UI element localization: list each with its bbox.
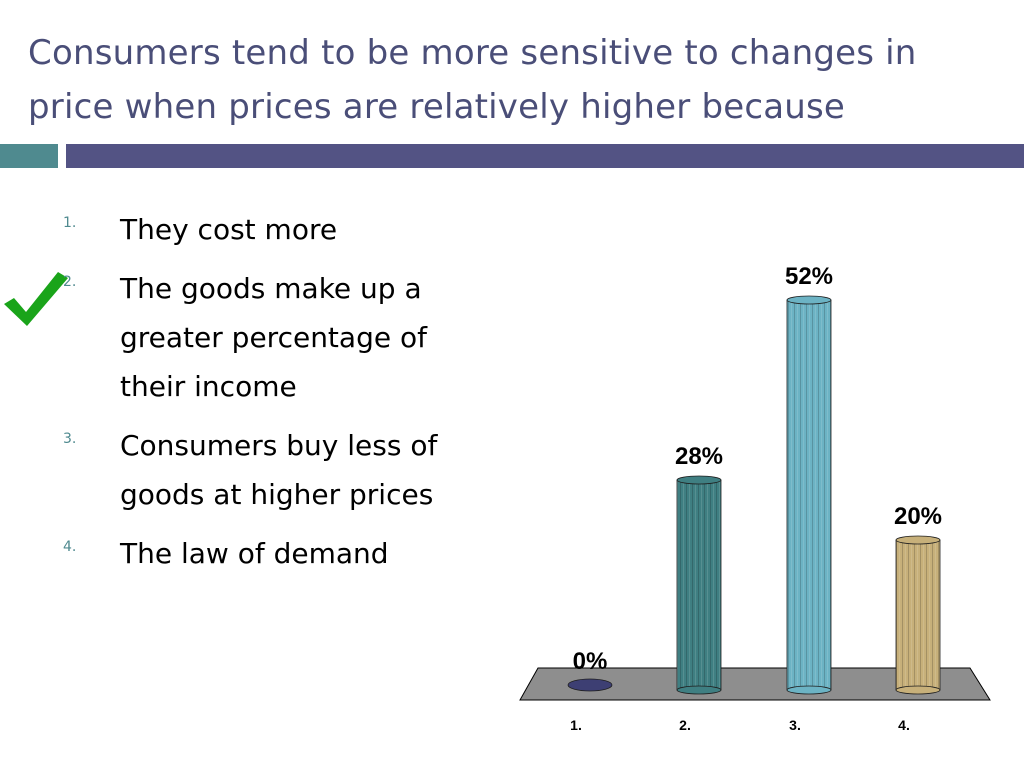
bar-1 bbox=[567, 678, 613, 692]
slide-title: Consumers tend to be more sensitive to c… bbox=[28, 33, 917, 127]
option-1: 1. They cost more bbox=[0, 205, 520, 254]
title-rule-bar bbox=[66, 144, 1024, 168]
title-rule-accent bbox=[0, 144, 58, 168]
data-labels-group: 0% 28% 52% 20% bbox=[573, 263, 942, 675]
x-tick-2: 2. bbox=[679, 717, 691, 733]
x-tick-1: 1. bbox=[570, 717, 582, 733]
results-bar-chart: 0% 28% 52% 20% 1. 2. 3. 4. bbox=[519, 263, 991, 733]
bar-2 bbox=[676, 475, 722, 695]
option-2: 2. The goods make up a greater percentag… bbox=[0, 264, 520, 411]
option-text: Consumers buy less of goods at higher pr… bbox=[120, 429, 438, 511]
option-number: 2. bbox=[63, 274, 77, 290]
data-label-3: 52% bbox=[785, 263, 833, 290]
x-tick-3: 3. bbox=[789, 717, 801, 733]
data-label-4: 20% bbox=[894, 503, 942, 530]
option-number: 4. bbox=[63, 539, 77, 555]
data-label-1: 0% bbox=[573, 648, 608, 675]
data-label-2: 28% bbox=[675, 443, 723, 470]
check-icon bbox=[4, 272, 68, 326]
option-number: 1. bbox=[63, 215, 77, 231]
x-tick-4: 4. bbox=[898, 717, 910, 733]
answer-options: 1. They cost more 2. The goods make up a… bbox=[0, 205, 520, 588]
option-number: 3. bbox=[63, 431, 77, 447]
x-axis-ticks: 1. 2. 3. 4. bbox=[570, 717, 910, 733]
option-3: 3. Consumers buy less of goods at higher… bbox=[0, 421, 520, 519]
bar-3 bbox=[786, 295, 832, 695]
option-text: The goods make up a greater percentage o… bbox=[120, 272, 427, 403]
option-4: 4. The law of demand bbox=[0, 529, 520, 578]
option-text: They cost more bbox=[120, 213, 338, 246]
bars-group bbox=[567, 295, 941, 695]
bar-4 bbox=[895, 535, 941, 695]
option-text: The law of demand bbox=[120, 537, 389, 570]
